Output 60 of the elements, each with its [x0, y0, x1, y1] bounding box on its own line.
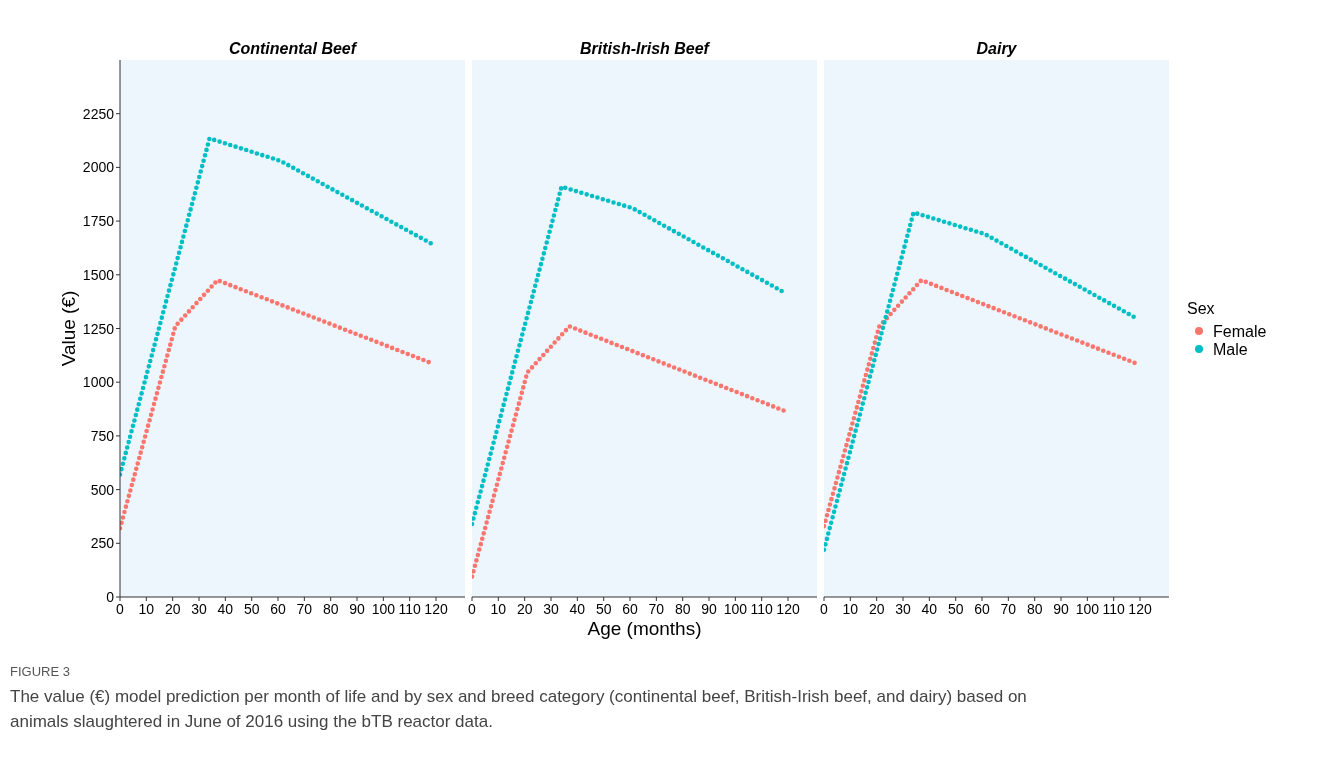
x-tick-label: 30 [895, 601, 911, 617]
x-tick-label: 10 [842, 601, 859, 617]
y-tick-label: 1500 [82, 266, 115, 283]
text: The value (€) model prediction per month of life and by sex and breed category (continental beef, British-Irish beef, and dairy) based on animals slaughtered in June of 2016 using the bTB reactor data. [10, 687, 1027, 731]
x-tick-label: 30 [191, 601, 207, 617]
y-tick-label: 500 [90, 481, 115, 498]
x-tick-label: 100 [1075, 601, 1100, 617]
chart-title: Continental Beef [228, 40, 358, 57]
x-axis-title: Age (months) [587, 618, 702, 639]
x-tick-label: 70 [296, 601, 313, 617]
x-tick-label: 100 [723, 601, 748, 617]
x-tick-label: 90 [701, 601, 718, 617]
y-tick-label: 2000 [82, 159, 115, 176]
x-tick-label: 10 [138, 601, 155, 617]
x-tick-label: 120 [776, 601, 800, 617]
x-tick-label: 110 [398, 601, 422, 617]
x-tick-label: 100 [371, 601, 396, 617]
line-series [120, 136, 436, 477]
x-tick-label: 80 [322, 601, 339, 617]
x-tick-label: 60 [270, 601, 287, 617]
x-tick-label: 60 [622, 601, 639, 617]
x-tick-label: 20 [164, 601, 181, 617]
x-tick-label: 70 [1000, 601, 1017, 617]
x-tick-label: 40 [921, 601, 938, 617]
x-tick-label: 120 [1128, 601, 1152, 617]
y-tick-label: 0 [106, 589, 115, 605]
caption: FIGURE 3 [10, 664, 70, 679]
x-tick-label: 20 [868, 601, 885, 617]
y-tick-label: 1250 [82, 320, 115, 337]
x-tick-label: 50 [595, 601, 612, 617]
x-tick-label: 60 [974, 601, 991, 617]
x-tick-label: 110 [750, 601, 774, 617]
legend-title: Sex [1187, 300, 1215, 317]
chart-title: British-Irish Beef [580, 40, 711, 57]
y-tick-label: 2250 [82, 105, 115, 122]
x-tick-label: 50 [243, 601, 260, 617]
y-tick-label: 1750 [82, 213, 115, 230]
y-axis-title: Value (€) [58, 290, 79, 367]
x-tick-label: 90 [349, 601, 366, 617]
x-tick-label: 80 [1026, 601, 1043, 617]
legend-label: Female [1213, 323, 1267, 340]
x-tick-label: 50 [947, 601, 964, 617]
x-tick-label: 110 [1102, 601, 1126, 617]
x-tick-label: 120 [424, 601, 448, 617]
x-tick-label: 10 [490, 601, 507, 617]
y-tick-label: 250 [90, 535, 115, 552]
y-tick-label: 1000 [82, 374, 115, 391]
x-tick-label: 70 [648, 601, 665, 617]
x-tick-label: 0 [116, 601, 125, 617]
x-tick-label: 30 [543, 601, 559, 617]
chart-title: Dairy [976, 40, 1018, 57]
x-tick-label: 40 [217, 601, 234, 617]
x-tick-label: 20 [516, 601, 533, 617]
x-tick-label: 80 [674, 601, 691, 617]
legend-label: Male [1213, 341, 1248, 358]
x-tick-label: 0 [468, 601, 477, 617]
x-tick-label: 0 [820, 601, 829, 617]
x-tick-label: 90 [1053, 601, 1070, 617]
x-tick-label: 40 [569, 601, 586, 617]
y-tick-label: 750 [90, 427, 115, 444]
